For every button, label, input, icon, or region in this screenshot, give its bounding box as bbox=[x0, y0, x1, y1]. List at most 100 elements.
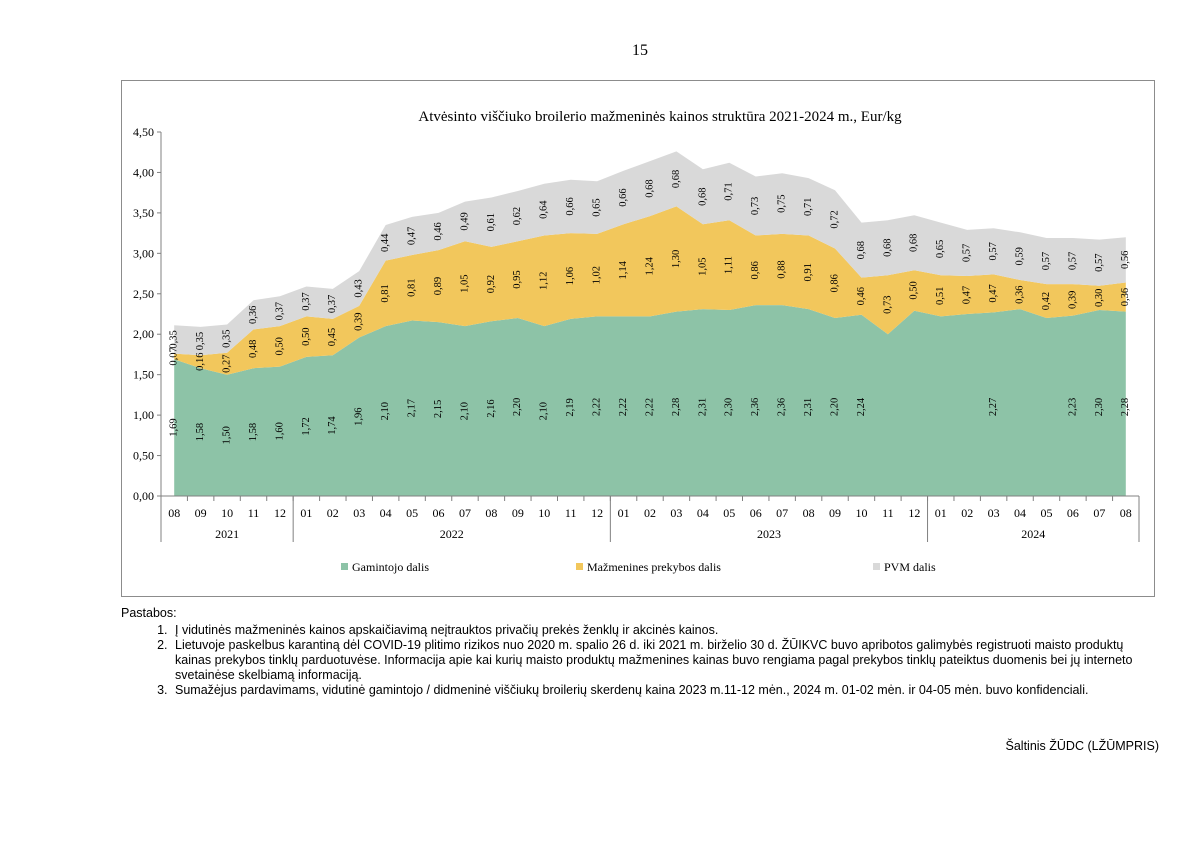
data-label: 1,60 bbox=[274, 422, 285, 440]
note-item: Lietuvoje paskelbus karantiną dėl COVID-… bbox=[171, 638, 1161, 683]
x-tick-label: 09 bbox=[195, 506, 207, 520]
y-tick-label: 1,00 bbox=[133, 408, 154, 422]
data-label: 0,71 bbox=[724, 182, 735, 200]
data-label: 1,05 bbox=[459, 275, 470, 293]
legend-label: Mažmenines prekybos dalis bbox=[587, 560, 721, 574]
data-label: 2,17 bbox=[407, 399, 418, 417]
data-label: 1,58 bbox=[248, 423, 259, 441]
year-label: 2021 bbox=[215, 527, 239, 541]
data-label: 0,57 bbox=[1041, 252, 1052, 270]
x-tick-label: 07 bbox=[459, 506, 471, 520]
data-label: 2,16 bbox=[486, 399, 497, 417]
data-label: 0,43 bbox=[354, 279, 365, 297]
data-label: 2,30 bbox=[1094, 398, 1105, 416]
notes-list: Į vidutinės mažmeninės kainos apskaičiav… bbox=[121, 623, 1161, 698]
data-label: 1,96 bbox=[354, 407, 365, 425]
data-label: 0,68 bbox=[644, 179, 655, 197]
data-label: 0,57 bbox=[962, 244, 973, 262]
x-tick-label: 12 bbox=[591, 506, 603, 520]
data-label: 0,57 bbox=[1094, 253, 1105, 271]
data-label: 0,50 bbox=[274, 337, 285, 355]
data-label: 0,68 bbox=[882, 239, 893, 257]
data-label: 2,23 bbox=[1067, 398, 1078, 416]
data-label: 1,58 bbox=[195, 423, 206, 441]
x-tick-label: 04 bbox=[380, 506, 392, 520]
data-label: 1,14 bbox=[618, 260, 629, 279]
data-label: 2,31 bbox=[697, 398, 708, 416]
data-label: 0,46 bbox=[433, 222, 444, 240]
data-label: 0,92 bbox=[486, 275, 497, 293]
y-tick-label: 2,50 bbox=[133, 287, 154, 301]
series-area-1 bbox=[174, 305, 1126, 496]
x-tick-label: 12 bbox=[274, 506, 286, 520]
data-label: 2,20 bbox=[512, 398, 523, 416]
x-tick-label: 03 bbox=[988, 506, 1000, 520]
data-label: 2,24 bbox=[856, 397, 867, 416]
data-label: 2,28 bbox=[671, 398, 682, 416]
data-label: 2,31 bbox=[803, 398, 814, 416]
x-tick-label: 01 bbox=[935, 506, 947, 520]
data-label: 0,68 bbox=[671, 170, 682, 188]
notes-title: Pastabos: bbox=[121, 606, 177, 620]
data-label: 0,57 bbox=[988, 242, 999, 260]
chart-frame bbox=[121, 80, 1155, 597]
x-tick-label: 03 bbox=[670, 506, 682, 520]
data-label: 0,68 bbox=[697, 188, 708, 206]
x-tick-label: 07 bbox=[776, 506, 788, 520]
data-label: 0,44 bbox=[380, 233, 391, 252]
year-label: 2023 bbox=[757, 527, 781, 541]
data-label: 0,47 bbox=[407, 227, 418, 245]
data-label: 2,10 bbox=[380, 402, 391, 420]
x-tick-label: 04 bbox=[697, 506, 709, 520]
data-label: 0,66 bbox=[618, 188, 629, 206]
y-tick-label: 3,50 bbox=[133, 206, 154, 220]
data-label: 2,36 bbox=[777, 398, 788, 416]
data-label: 0,57 bbox=[1067, 252, 1078, 270]
data-label: 0,35 bbox=[169, 330, 180, 348]
x-tick-label: 05 bbox=[406, 506, 418, 520]
data-label: 0,91 bbox=[803, 263, 814, 281]
data-label: 1,69 bbox=[169, 418, 180, 436]
data-label: 0,73 bbox=[882, 296, 893, 314]
data-label: 0,42 bbox=[1041, 292, 1052, 310]
x-tick-label: 06 bbox=[1067, 506, 1079, 520]
data-label: 0,66 bbox=[565, 197, 576, 215]
x-tick-label: 02 bbox=[961, 506, 973, 520]
x-tick-label: 02 bbox=[327, 506, 339, 520]
data-label: 0,65 bbox=[935, 240, 946, 258]
y-tick-label: 4,50 bbox=[133, 125, 154, 139]
data-label: 2,10 bbox=[459, 402, 470, 420]
data-label: 2,22 bbox=[592, 398, 603, 416]
x-tick-label: 12 bbox=[908, 506, 920, 520]
data-label: 1,50 bbox=[222, 426, 233, 444]
data-label: 0,65 bbox=[592, 198, 603, 216]
data-label: 0,50 bbox=[909, 281, 920, 299]
y-tick-label: 0,00 bbox=[133, 489, 154, 503]
notes-section: Pastabos: Į vidutinės mažmeninės kainos … bbox=[121, 606, 1161, 698]
data-label: 0,86 bbox=[750, 261, 761, 279]
data-label: 0,75 bbox=[777, 194, 788, 212]
series-area-2 bbox=[174, 206, 1126, 375]
legend-swatch bbox=[341, 563, 348, 570]
data-label: 2,22 bbox=[644, 398, 655, 416]
data-label: 1,05 bbox=[697, 258, 708, 276]
legend-label: PVM dalis bbox=[884, 560, 936, 574]
data-label: 0,36 bbox=[1014, 285, 1025, 303]
x-tick-label: 04 bbox=[1014, 506, 1026, 520]
x-tick-label: 11 bbox=[248, 506, 260, 520]
data-label: 0,61 bbox=[486, 213, 497, 231]
data-label: 0,88 bbox=[777, 260, 788, 278]
data-label: 2,22 bbox=[618, 398, 629, 416]
x-tick-label: 11 bbox=[882, 506, 894, 520]
data-label: 0,16 bbox=[195, 352, 206, 370]
data-label: 0,39 bbox=[354, 312, 365, 330]
x-tick-label: 10 bbox=[855, 506, 867, 520]
legend-label: Gamintojo dalis bbox=[352, 560, 429, 574]
data-label: 2,28 bbox=[1120, 398, 1131, 416]
data-label: 0,89 bbox=[433, 277, 444, 295]
data-label: 0,56 bbox=[1120, 251, 1131, 269]
data-label: 0,27 bbox=[222, 355, 233, 373]
stacked-area-chart: Atvėsinto viščiuko broilerio mažmeninės … bbox=[133, 109, 1140, 574]
data-label: 0,68 bbox=[856, 241, 867, 259]
series-area-3 bbox=[174, 151, 1126, 356]
